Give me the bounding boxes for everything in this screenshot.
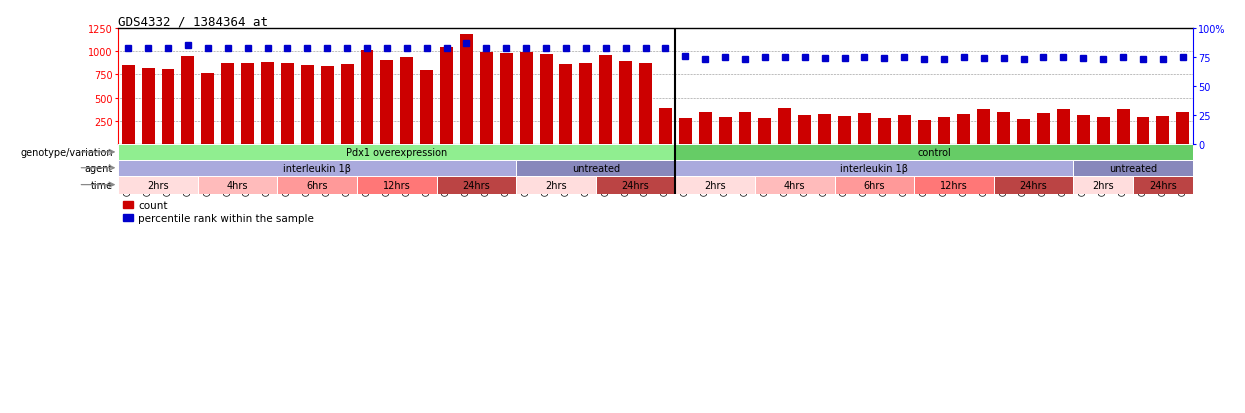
Text: Pdx1 overexpression: Pdx1 overexpression: [346, 147, 447, 157]
Bar: [437, 176, 517, 194]
Bar: [1057, 109, 1069, 145]
Bar: [596, 176, 675, 194]
Bar: [441, 48, 453, 145]
Text: 24hrs: 24hrs: [1020, 180, 1047, 190]
Bar: [718, 118, 732, 145]
Text: 2hrs: 2hrs: [545, 180, 566, 190]
Bar: [834, 176, 914, 194]
Text: 24hrs: 24hrs: [621, 180, 650, 190]
Text: interleukin 1β: interleukin 1β: [840, 164, 909, 173]
Bar: [421, 71, 433, 145]
Text: untreated: untreated: [1109, 164, 1157, 173]
Bar: [619, 62, 632, 145]
Text: 4hrs: 4hrs: [227, 180, 249, 190]
Text: interleukin 1β: interleukin 1β: [284, 164, 351, 173]
Text: 2hrs: 2hrs: [147, 180, 169, 190]
Text: control: control: [918, 147, 951, 157]
Bar: [937, 118, 950, 145]
Bar: [1097, 118, 1109, 145]
Bar: [599, 56, 613, 145]
Text: 4hrs: 4hrs: [784, 180, 806, 190]
Bar: [559, 65, 573, 145]
Bar: [675, 160, 1073, 176]
Bar: [281, 64, 294, 145]
Text: 6hrs: 6hrs: [864, 180, 885, 190]
Bar: [381, 61, 393, 145]
Bar: [118, 160, 517, 176]
Bar: [122, 66, 134, 145]
Bar: [1157, 117, 1169, 145]
Text: 24hrs: 24hrs: [1149, 180, 1177, 190]
Bar: [957, 115, 970, 145]
Bar: [758, 119, 772, 145]
Bar: [142, 69, 154, 145]
Bar: [1077, 116, 1089, 145]
Text: 12hrs: 12hrs: [383, 180, 411, 190]
Text: 12hrs: 12hrs: [940, 180, 967, 190]
Bar: [222, 64, 234, 145]
Bar: [1177, 112, 1189, 145]
Bar: [977, 109, 990, 145]
Bar: [182, 57, 194, 145]
Bar: [858, 114, 870, 145]
Bar: [1133, 176, 1193, 194]
Bar: [679, 119, 692, 145]
Bar: [838, 117, 852, 145]
Bar: [1073, 176, 1133, 194]
Bar: [202, 74, 214, 145]
Bar: [898, 116, 910, 145]
Bar: [1017, 120, 1030, 145]
Bar: [754, 176, 834, 194]
Bar: [519, 52, 533, 145]
Bar: [517, 176, 596, 194]
Bar: [539, 55, 553, 145]
Bar: [278, 176, 357, 194]
Text: agent: agent: [85, 164, 113, 173]
Bar: [517, 160, 675, 176]
Bar: [479, 53, 493, 145]
Bar: [198, 176, 278, 194]
Text: 2hrs: 2hrs: [705, 180, 726, 190]
Bar: [118, 145, 675, 160]
Bar: [994, 176, 1073, 194]
Text: 24hrs: 24hrs: [463, 180, 491, 190]
Bar: [914, 176, 994, 194]
Bar: [321, 67, 334, 145]
Bar: [738, 113, 752, 145]
Bar: [401, 58, 413, 145]
Bar: [1137, 118, 1149, 145]
Legend: count, percentile rank within the sample: count, percentile rank within the sample: [123, 201, 314, 224]
Bar: [579, 64, 593, 145]
Bar: [778, 109, 792, 145]
Bar: [118, 176, 198, 194]
Text: 2hrs: 2hrs: [1092, 180, 1114, 190]
Text: untreated: untreated: [571, 164, 620, 173]
Bar: [997, 112, 1010, 145]
Bar: [242, 64, 254, 145]
Bar: [918, 121, 930, 145]
Bar: [341, 65, 354, 145]
Bar: [675, 145, 1193, 160]
Bar: [878, 119, 890, 145]
Bar: [459, 34, 473, 145]
Bar: [698, 112, 712, 145]
Text: genotype/variation: genotype/variation: [20, 147, 113, 157]
Text: 6hrs: 6hrs: [306, 180, 327, 190]
Bar: [798, 116, 812, 145]
Bar: [639, 64, 652, 145]
Bar: [1037, 114, 1050, 145]
Bar: [261, 63, 274, 145]
Bar: [499, 54, 513, 145]
Text: time: time: [91, 180, 113, 190]
Bar: [301, 66, 314, 145]
Bar: [361, 51, 373, 145]
Bar: [675, 176, 754, 194]
Text: GDS4332 / 1384364_at: GDS4332 / 1384364_at: [118, 15, 268, 28]
Bar: [659, 109, 672, 145]
Bar: [1117, 109, 1129, 145]
Bar: [1073, 160, 1193, 176]
Bar: [818, 115, 832, 145]
Bar: [357, 176, 437, 194]
Bar: [162, 70, 174, 145]
